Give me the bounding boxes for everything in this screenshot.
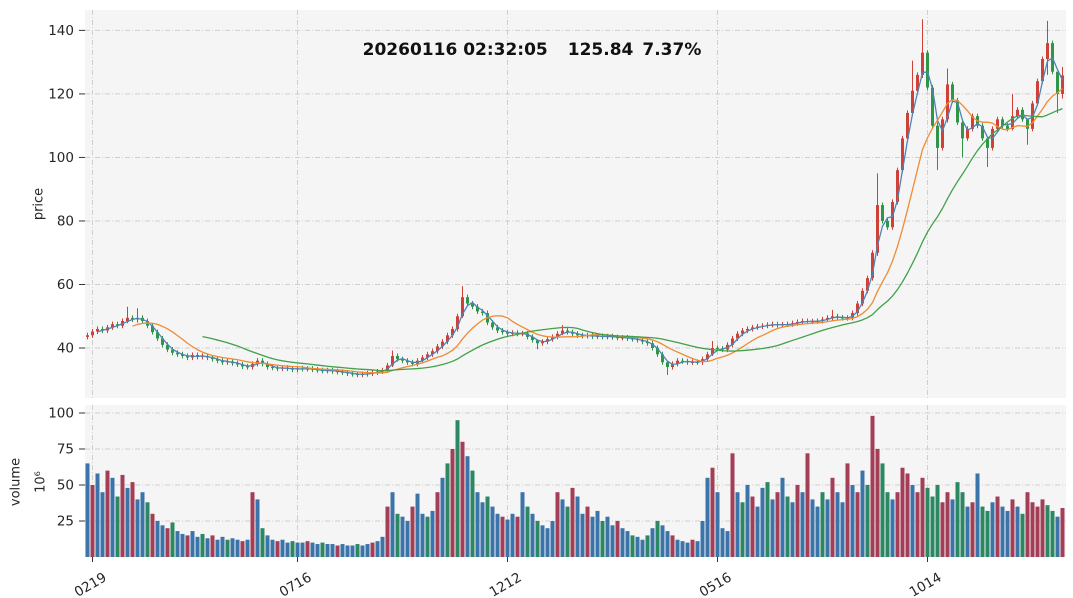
svg-text:140: 140: [48, 23, 74, 39]
svg-text:50: 50: [57, 478, 74, 494]
svg-text:120: 120: [48, 86, 74, 102]
panel-backgrounds: [85, 10, 1066, 557]
candlesticks: [86, 19, 1064, 378]
svg-text:100: 100: [48, 150, 74, 166]
svg-text:0716: 0716: [277, 570, 315, 598]
svg-text:0516: 0516: [697, 570, 735, 598]
ma-line-ma-short: [97, 57, 1064, 375]
svg-text:100: 100: [48, 406, 74, 422]
svg-text:25: 25: [57, 514, 74, 530]
svg-text:75: 75: [57, 442, 74, 458]
volume-axis-label: volume: [8, 457, 24, 507]
ma-line-ma-long: [202, 108, 1063, 372]
ma-line-ma-mid: [132, 88, 1063, 374]
volume-axis-unit: 10⁶: [33, 471, 49, 493]
volume-bars: [85, 415, 1065, 557]
svg-text:0219: 0219: [72, 570, 110, 598]
chart-title: 20260116 02:32:05 125.84 7.37%: [363, 40, 702, 60]
title-datetime: 20260116 02:32:05: [362, 40, 548, 60]
svg-text:60: 60: [57, 277, 74, 293]
svg-text:40: 40: [57, 341, 74, 357]
svg-text:80: 80: [57, 213, 74, 229]
svg-text:1212: 1212: [487, 570, 525, 598]
price-axis-label: price: [31, 187, 47, 221]
svg-text:1014: 1014: [907, 570, 945, 598]
title-last-price: 125.84: [567, 40, 634, 60]
title-change-percent: 7.37%: [642, 40, 702, 60]
